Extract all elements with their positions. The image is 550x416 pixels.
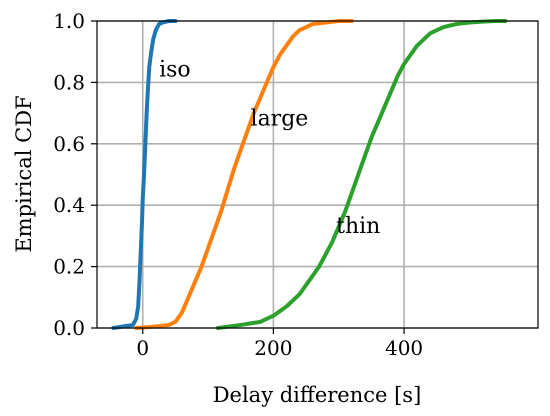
plot-frame bbox=[96, 20, 539, 329]
x-tick-label-0: 0 bbox=[136, 336, 149, 360]
y-axis-ticks: 0.0 0.2 0.4 0.6 0.8 1.0 bbox=[53, 9, 97, 340]
series-layer bbox=[111, 19, 508, 330]
series-line-1 bbox=[134, 19, 354, 330]
annotation-layer: iso large thin bbox=[159, 57, 380, 239]
annotation-thin: thin bbox=[336, 214, 380, 239]
x-axis-ticks: 0 200 400 bbox=[136, 328, 423, 360]
annotation-large: large bbox=[251, 106, 309, 131]
y-tick-label-4: 0.8 bbox=[53, 70, 85, 94]
x-tick-label-1: 200 bbox=[254, 336, 292, 360]
x-axis-title: Delay difference [s] bbox=[213, 383, 422, 407]
y-tick-label-0: 0.0 bbox=[53, 316, 85, 340]
annotation-iso: iso bbox=[159, 57, 191, 82]
y-tick-label-3: 0.6 bbox=[53, 132, 85, 156]
y-tick-label-2: 0.4 bbox=[53, 193, 85, 217]
series-line-2 bbox=[215, 19, 508, 330]
x-tick-label-2: 400 bbox=[385, 336, 423, 360]
y-axis-title: Empirical CDF bbox=[12, 95, 36, 252]
y-tick-label-1: 0.2 bbox=[53, 255, 85, 279]
y-tick-label-5: 1.0 bbox=[53, 9, 85, 33]
series-line-0 bbox=[111, 19, 178, 330]
